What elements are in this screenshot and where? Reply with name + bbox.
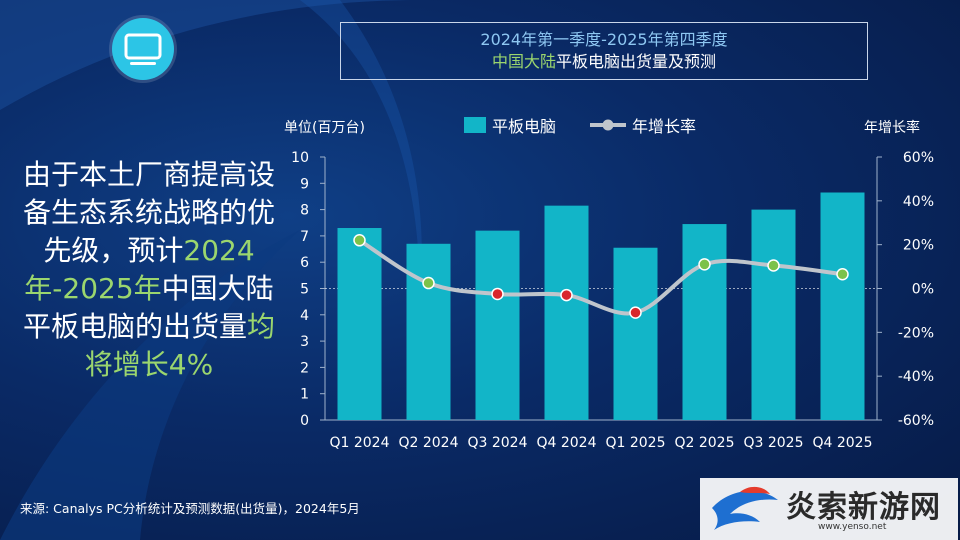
right-tick-label: -60%: [898, 413, 934, 429]
headline-part3: 中国大陆平板电脑的出货量: [22, 272, 274, 343]
x-tick-label: Q4 2025: [812, 435, 872, 451]
legend-line-marker: [602, 119, 614, 131]
growth-point-q2-2024: [422, 276, 435, 290]
left-tick-label: 4: [300, 308, 309, 324]
bar-q3-2025: [751, 209, 796, 420]
site-logo: 炎索新游网 www.yenso.net: [700, 478, 958, 540]
left-tick-label: 1: [300, 387, 309, 403]
left-tick-label: 8: [300, 203, 309, 219]
x-tick-label: Q1 2024: [329, 435, 389, 451]
headline-part1: 由于本土厂商提高设备生态系统战略的优先级，预计: [22, 158, 275, 267]
left-tick-label: 2: [300, 360, 309, 376]
growth-point-q1-2025: [629, 306, 642, 319]
left-tick-label: 7: [300, 229, 309, 245]
right-tick-label: -20%: [898, 325, 934, 341]
left-tick-label: 5: [300, 282, 309, 298]
tablet-icon: [112, 18, 174, 80]
chart-title-box: 2024年第一季度-2025年第四季度 中国大陆平板电脑出货量及预测: [340, 22, 868, 80]
right-tick-label: -40%: [898, 369, 934, 385]
x-tick-label: Q4 2024: [536, 435, 596, 451]
legend-bar-label: 平板电脑: [492, 117, 556, 136]
bar-q4-2024: [544, 205, 589, 420]
x-tick-label: Q2 2024: [398, 435, 458, 451]
chart-title-highlight: 中国大陆: [491, 52, 556, 71]
x-tick-label: Q2 2025: [674, 435, 734, 451]
headline-text: 由于本土厂商提高设备生态系统战略的优先级，预计2024年-2025年中国大陆平板…: [14, 156, 284, 384]
source-note: 来源: Canalys PC分析统计及预测数据(出货量)，2024年5月: [20, 501, 360, 516]
chart-title-line2: 中国大陆平板电脑出货量及预测: [341, 51, 867, 73]
right-axis-title: 年增长率: [864, 119, 920, 136]
right-tick-label: 60%: [903, 150, 934, 166]
bar-q2-2024: [406, 243, 451, 420]
logo-text: 炎索新游网: [786, 490, 941, 525]
growth-point-q2-2025: [698, 258, 711, 271]
chart-title-rest: 平板电脑出货量及预测: [556, 52, 717, 71]
growth-point-q1-2024: [353, 234, 366, 247]
bar-q4-2025: [820, 192, 865, 420]
left-axis-title: 单位(百万台): [284, 120, 365, 136]
left-tick-label: 10: [291, 150, 309, 166]
x-tick-label: Q3 2024: [467, 435, 527, 451]
chart-title-line1: 2024年第一季度-2025年第四季度: [480, 30, 728, 49]
right-tick-label: 40%: [903, 194, 934, 210]
legend: 平板电脑 年增长率: [464, 117, 696, 136]
bar-q3-2024: [475, 230, 520, 420]
left-tick-label: 0: [300, 413, 309, 429]
growth-point-q4-2024: [560, 288, 573, 302]
legend-line-label: 年增长率: [632, 117, 696, 136]
growth-point-q3-2025: [767, 259, 780, 272]
x-tick-label: Q1 2025: [605, 435, 665, 451]
right-tick-label: 0%: [912, 282, 934, 298]
left-tick-label: 9: [300, 176, 309, 192]
growth-point-q4-2025: [836, 268, 849, 281]
x-tick-label: Q3 2025: [743, 435, 803, 451]
left-tick-label: 6: [300, 255, 309, 271]
bar-q1-2024: [337, 228, 382, 420]
bird-logo-icon: [700, 478, 958, 540]
headline-part4: 均将增长4%: [84, 310, 276, 381]
left-tick-label: 3: [300, 334, 309, 350]
right-tick-label: 20%: [903, 238, 934, 254]
growth-point-q3-2024: [491, 287, 504, 301]
bar-q2-2025: [682, 224, 727, 420]
logo-url: www.yenso.net: [818, 522, 887, 532]
legend-bar-swatch: [464, 117, 486, 133]
bar-q1-2025: [613, 247, 658, 420]
headline-part2: 2024年-2025年: [24, 234, 255, 305]
